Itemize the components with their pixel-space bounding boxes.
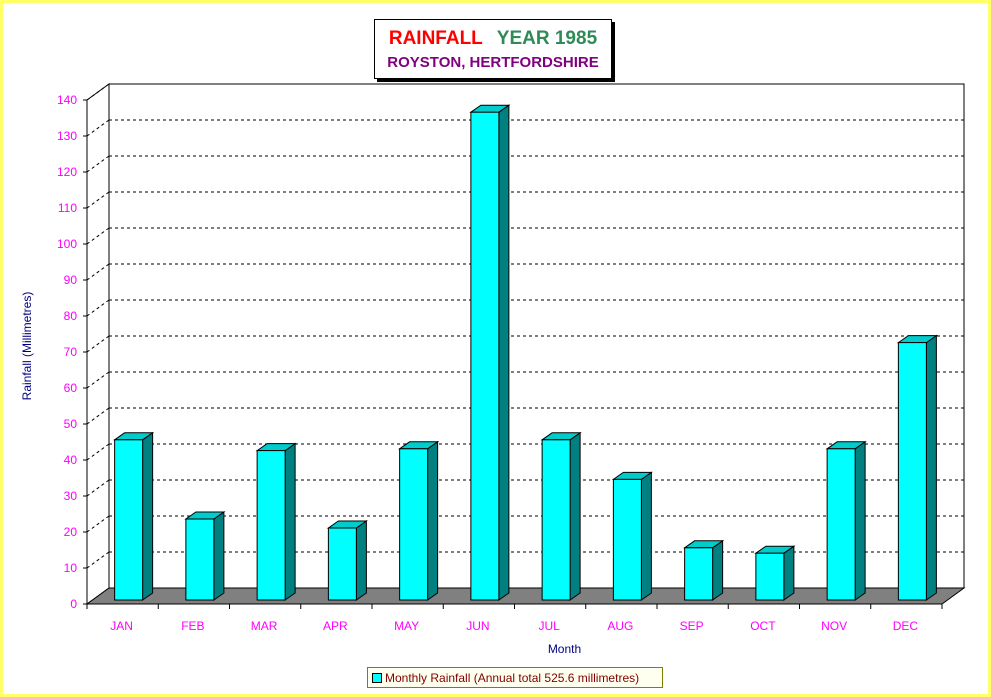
bar (185, 518, 215, 601)
y-tick-label: 30 (64, 489, 78, 503)
x-tick-label: MAR (251, 619, 278, 633)
x-tick-label: NOV (821, 619, 847, 633)
y-axis-title: Rainfall (Millimetres) (20, 292, 34, 401)
chart-legend: Monthly Rainfall (Annual total 525.6 mil… (367, 667, 663, 688)
gridline-side (86, 335, 110, 353)
y-tick-label: 10 (64, 561, 78, 575)
bar (470, 111, 500, 601)
bar-side (712, 539, 724, 601)
bar-side (925, 334, 937, 601)
bar (541, 439, 571, 601)
y-tick-label: 140 (57, 93, 77, 107)
chart-title: RAINFALL (388, 28, 483, 49)
bar (256, 450, 286, 601)
legend-label: Monthly Rainfall (Annual total 525.6 mil… (385, 671, 640, 685)
y-tick-label: 40 (64, 453, 78, 467)
x-axis-title: Month (548, 642, 581, 656)
y-tick-label: 70 (64, 345, 78, 359)
bar-side (783, 545, 795, 601)
gridline-side (86, 263, 110, 281)
x-tick-label: AUG (607, 619, 633, 633)
bar-side (854, 440, 866, 601)
gridline-side (86, 83, 110, 101)
bar-side (640, 471, 652, 601)
bar-side (355, 520, 367, 601)
gridline-side (86, 443, 110, 461)
chart-subtitle: ROYSTON, HERTFORDSHIRE (387, 54, 599, 71)
bar-side (284, 442, 296, 601)
x-tick-label: JUN (466, 619, 489, 633)
y-tick-label: 120 (57, 165, 77, 179)
x-tick-label: JAN (110, 619, 133, 633)
bar-side (427, 440, 439, 601)
y-tick-label: 20 (64, 525, 78, 539)
bar-side (213, 511, 225, 601)
y-tick-label: 50 (64, 417, 78, 431)
bar (684, 547, 714, 601)
x-tick-label: OCT (750, 619, 776, 633)
bar (826, 448, 856, 601)
bar (399, 448, 429, 601)
gridline-side (86, 227, 110, 245)
gridline-side (86, 191, 110, 209)
gridline-side (86, 119, 110, 137)
y-tick-label: 60 (64, 381, 78, 395)
gridline-side (86, 299, 110, 317)
bar-side (142, 431, 154, 601)
y-tick-label: 100 (57, 237, 77, 251)
x-tick-label: FEB (181, 619, 204, 633)
bar (897, 342, 927, 601)
x-tick-label: JUL (538, 619, 560, 633)
bar-side (569, 431, 581, 601)
bar-side (498, 104, 510, 601)
x-tick-label: MAY (394, 619, 419, 633)
x-tick-label: APR (323, 619, 348, 633)
chart-title-year: YEAR 1985 (496, 28, 598, 49)
x-tick-label: SEP (680, 619, 704, 633)
gridline-side (86, 551, 110, 569)
legend-swatch (372, 673, 382, 683)
y-tick-label: 80 (64, 309, 78, 323)
gridline-side (86, 371, 110, 389)
gridline-side (86, 479, 110, 497)
y-tick-label: 90 (64, 273, 78, 287)
bar (755, 552, 785, 601)
gridline-side (86, 155, 110, 173)
gridline-side (86, 515, 110, 533)
bar (612, 478, 642, 601)
y-tick-label: 130 (57, 129, 77, 143)
bar (114, 439, 144, 601)
x-tick-label: DEC (893, 619, 919, 633)
gridline-side (86, 407, 110, 425)
chart-title-box: RAINFALL YEAR 1985 ROYSTON, HERTFORDSHIRE (374, 19, 612, 79)
bar (327, 527, 357, 601)
y-tick-label: 110 (58, 201, 77, 215)
y-tick-label: 0 (70, 597, 77, 611)
chart-title-line: RAINFALL YEAR 1985 (375, 28, 611, 50)
